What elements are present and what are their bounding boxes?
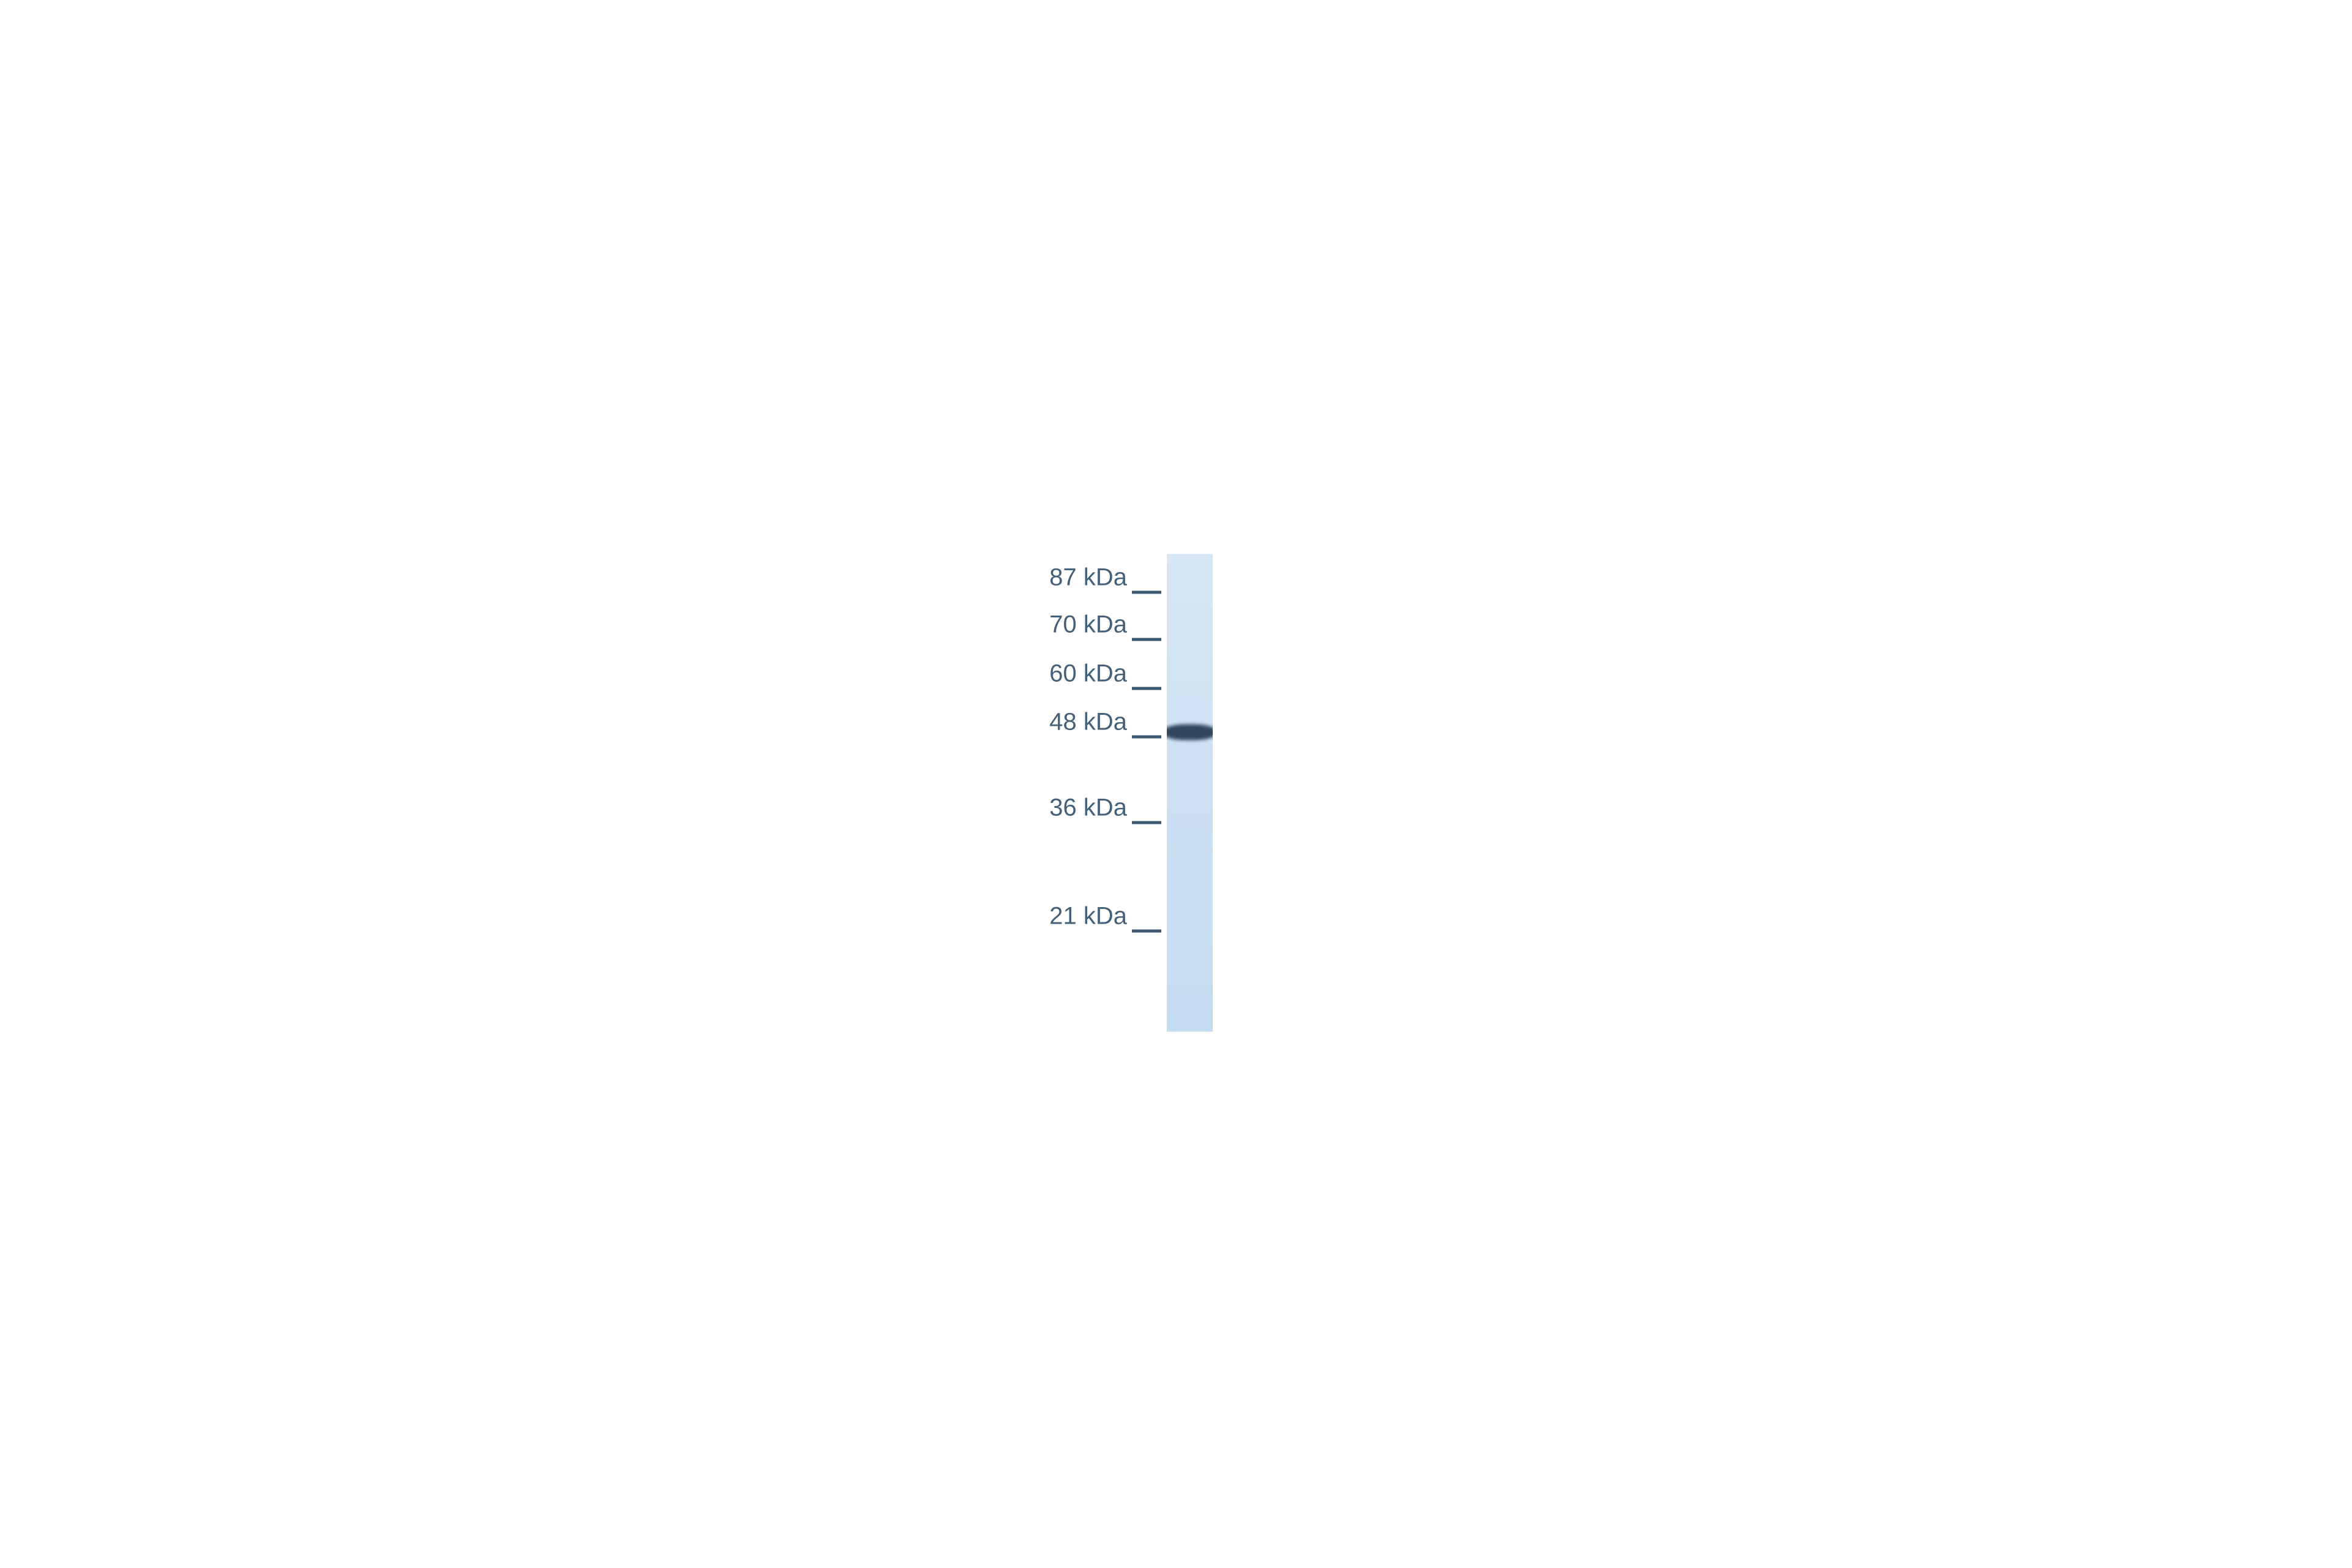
marker-label: 36 kDa (1049, 794, 1127, 822)
blot-lane (1167, 554, 1213, 1032)
marker-label: 21 kDa (1049, 903, 1127, 930)
western-blot-figure: 87 kDa 70 kDa 60 kDa 48 kDa 36 kDa 21 kDa (784, 522, 1568, 1046)
protein-band (1167, 725, 1213, 741)
marker-tick (1132, 638, 1161, 641)
marker-tick (1132, 687, 1161, 690)
marker-label: 48 kDa (1049, 709, 1127, 736)
marker-label: 87 kDa (1049, 564, 1127, 592)
marker-label: 60 kDa (1049, 660, 1127, 688)
marker-tick (1132, 591, 1161, 594)
marker-tick (1132, 821, 1161, 824)
marker-label: 70 kDa (1049, 611, 1127, 639)
marker-tick (1132, 930, 1161, 933)
marker-tick (1132, 736, 1161, 739)
